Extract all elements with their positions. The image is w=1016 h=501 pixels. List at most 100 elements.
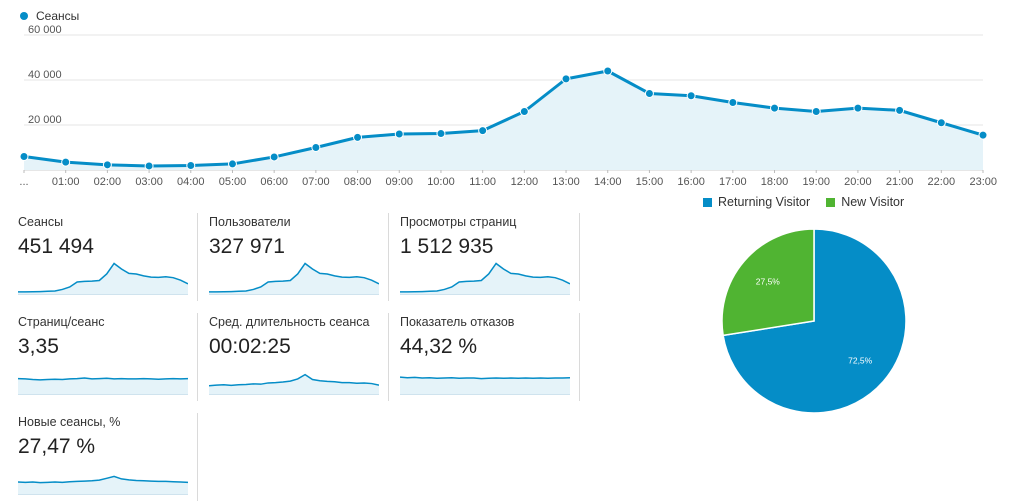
x-tick-label: 05:00 <box>219 176 247 188</box>
legend-label: Сеансы <box>36 9 80 23</box>
x-tick-label: 17:00 <box>719 176 747 188</box>
data-point[interactable] <box>644 89 654 98</box>
pie-legend-item-new[interactable]: New Visitor <box>826 195 904 209</box>
sparkline-area <box>400 263 570 295</box>
x-tick-label: 22:00 <box>928 176 956 188</box>
metric-divider <box>197 413 198 501</box>
x-tick-label: 04:00 <box>177 176 205 188</box>
data-point[interactable] <box>770 103 780 113</box>
sparkline-area <box>400 377 570 395</box>
sparkline-line <box>400 262 570 293</box>
x-tick-label: 03:00 <box>135 176 163 188</box>
data-point[interactable] <box>436 129 446 139</box>
x-tick-label: 08:00 <box>344 176 372 188</box>
metric-pages-per-session[interactable]: Страниц/сеанс 3,35 <box>18 313 198 401</box>
x-tick-label: 10:00 <box>427 176 455 188</box>
metric-label: Сеансы <box>18 215 64 229</box>
series-area <box>24 71 983 170</box>
metric-label: Просмотры страниц <box>400 215 517 229</box>
metric-divider <box>388 313 389 401</box>
data-point[interactable] <box>394 129 404 139</box>
data-point[interactable] <box>186 161 196 170</box>
sparkline-line <box>18 377 188 381</box>
metric-sparkline <box>18 475 188 495</box>
metric-sparkline <box>400 376 570 395</box>
sparkline-area <box>18 263 188 295</box>
sparkline-line <box>18 262 188 293</box>
data-point[interactable] <box>144 161 154 171</box>
sparkline-area <box>209 374 379 395</box>
sparkline-line <box>18 475 188 484</box>
x-tick-label: 19:00 <box>802 176 830 188</box>
metric-sparkline <box>209 262 379 295</box>
metric-avg-session-duration[interactable]: Сред. длительность сеанса 00:02:25 <box>209 313 389 401</box>
pie-legend-label: Returning Visitor <box>718 195 811 209</box>
x-tick-label: 07:00 <box>302 176 330 188</box>
metric-label: Сред. длительность сеанса <box>209 315 370 329</box>
metric-pageviews[interactable]: Просмотры страниц 1 512 935 <box>400 213 580 301</box>
x-tick-label: 06:00 <box>260 176 288 188</box>
metric-bounce-rate[interactable]: Показатель отказов 44,32 % <box>400 313 580 401</box>
x-tick-label: ... <box>19 176 28 188</box>
x-tick-label: 12:00 <box>511 176 539 188</box>
data-point[interactable] <box>227 159 237 169</box>
x-tick-label: 02:00 <box>94 176 122 188</box>
metric-value: 3,35 <box>18 335 59 358</box>
series-line <box>23 69 984 168</box>
sessions-line-chart: 20 000 40 000 60 000... 01:00 02:00 03:00 04:0… <box>19 24 997 188</box>
data-point[interactable] <box>603 66 613 76</box>
metric-sparkline <box>18 377 188 395</box>
data-point[interactable] <box>978 130 988 140</box>
pie-slice-label: 72,5% <box>848 355 873 365</box>
legend-swatch-icon <box>703 197 712 207</box>
pie-legend-item-returning[interactable]: Returning Visitor <box>703 195 810 209</box>
pie-slice-label: 27,5% <box>756 277 781 287</box>
data-point[interactable] <box>686 91 696 101</box>
x-tick-label: 09:00 <box>385 176 413 188</box>
data-point[interactable] <box>102 160 112 170</box>
x-tick-label: 21:00 <box>886 176 914 188</box>
data-point[interactable] <box>311 143 321 152</box>
y-tick-label: 40 000 <box>28 69 62 81</box>
metric-label: Новые сеансы, % <box>18 415 121 429</box>
metric-divider <box>579 213 580 301</box>
metric-label: Показатель отказов <box>400 315 515 329</box>
data-point[interactable] <box>936 118 946 128</box>
x-tick-label: 18:00 <box>761 176 789 188</box>
metric-label: Страниц/сеанс <box>18 315 105 329</box>
metric-users[interactable]: Пользователи 327 971 <box>209 213 389 301</box>
metric-new-sessions[interactable]: Новые сеансы, % 27,47 % <box>18 413 198 501</box>
data-point[interactable] <box>269 152 279 162</box>
data-point[interactable] <box>561 74 571 84</box>
visitor-type-pie-chart: 72,5% 27,5% <box>721 228 907 414</box>
data-point[interactable] <box>895 105 905 115</box>
metric-value: 44,32 % <box>400 335 478 358</box>
chart-legend[interactable]: Сеансы <box>20 9 79 23</box>
metric-sessions[interactable]: Сеансы 451 494 <box>18 213 198 301</box>
pie-slice-new[interactable] <box>721 228 815 337</box>
data-point[interactable] <box>61 157 71 167</box>
sparkline-area <box>18 378 188 395</box>
data-point[interactable] <box>853 103 863 113</box>
data-point[interactable] <box>19 152 29 161</box>
metric-label: Пользователи <box>209 215 291 229</box>
legend-swatch-icon <box>826 197 836 207</box>
metric-divider <box>197 313 198 401</box>
sparkline-line <box>209 262 379 293</box>
metric-value: 27,47 % <box>18 435 96 458</box>
x-tick-label: 14:00 <box>594 176 622 188</box>
data-point[interactable] <box>519 107 529 116</box>
metric-divider <box>388 213 389 301</box>
data-point[interactable] <box>811 107 821 116</box>
data-point[interactable] <box>728 98 738 107</box>
metric-divider <box>579 313 580 401</box>
pie-legend: Returning Visitor New Visitor <box>703 195 920 209</box>
metric-value: 1 512 935 <box>400 235 494 258</box>
sparkline-line <box>209 373 379 387</box>
data-point[interactable] <box>353 132 363 142</box>
legend-dot-icon <box>20 12 28 20</box>
data-point[interactable] <box>478 126 488 136</box>
sparkline-line <box>400 376 570 380</box>
y-tick-label: 20 000 <box>28 114 62 126</box>
x-tick-label: 11:00 <box>469 176 496 188</box>
